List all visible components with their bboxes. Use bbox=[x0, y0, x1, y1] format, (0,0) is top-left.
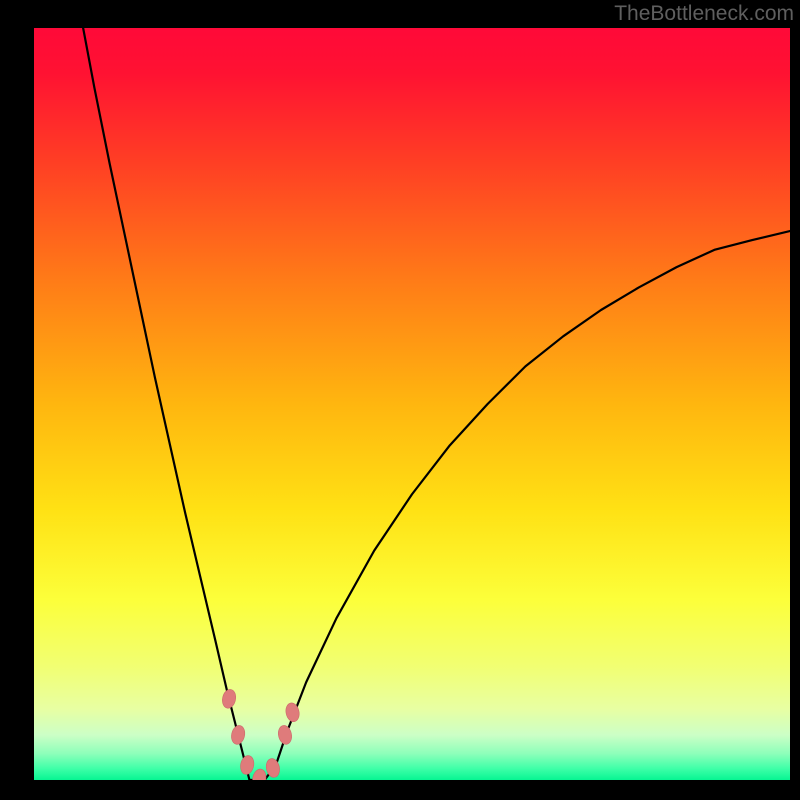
plot-area bbox=[34, 28, 790, 780]
chart-container: TheBottleneck.com bbox=[0, 0, 800, 800]
watermark-label: TheBottleneck.com bbox=[614, 2, 794, 26]
gradient-background bbox=[34, 28, 790, 780]
bottleneck-chart-svg bbox=[34, 28, 790, 780]
